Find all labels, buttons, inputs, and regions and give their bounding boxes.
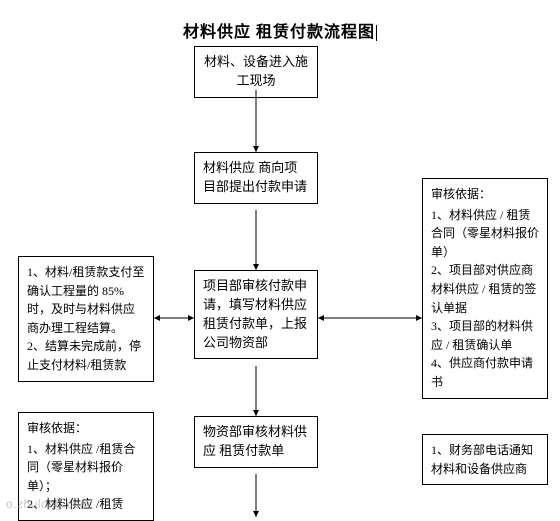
- node-text: 材料供应 商向项目部提出付款申请: [203, 160, 307, 194]
- side-item: 1、材料供应 /租赁合同（零星材料报价单）；: [27, 440, 145, 496]
- page-title: 材料供应 租赁付款流程图: [0, 18, 560, 42]
- side-item: 2、项目部对供应商材料供应 / 租赁的签认单据: [431, 261, 539, 317]
- side-item: 1、材料供应 / 租赁合同（零星材料报价单）: [431, 206, 539, 262]
- node-text: 项目部审核付款申请，填写材料供应 租赁付款单，上报公司物资部: [203, 278, 307, 350]
- side-item: 2、材料供应 /租赁: [27, 495, 145, 514]
- text-cursor: [376, 25, 377, 41]
- flow-node-dept-review: 物资部审核材料供应 租赁付款单: [194, 416, 318, 468]
- side-header: 审核依据：: [431, 185, 539, 204]
- side-item: 3、项目部的材料供应 / 租赁确认单: [431, 317, 539, 354]
- title-text: 材料供应 租赁付款流程图: [183, 24, 375, 41]
- side-header: 审核依据：: [27, 419, 145, 438]
- flow-node-entry: 材料、设备进入施工现场: [194, 46, 318, 98]
- side-item: 2、结算未完成前，停止支付材料/租赁款: [27, 337, 145, 374]
- side-note-left-2: 审核依据： 1、材料供应 /租赁合同（零星材料报价单）；2、材料供应 /租赁: [18, 412, 154, 521]
- side-item: 1、财务部电话通知材料和设备供应商: [431, 441, 539, 478]
- side-item: 1、材料/租赁款支付至确认工程量的 85%时，及时与材料供应商办理工程结算。: [27, 263, 145, 337]
- node-text: 材料、设备进入施工现场: [204, 54, 308, 88]
- side-note-right-1: 审核依据： 1、材料供应 / 租赁合同（零星材料报价单）2、项目部对供应商材料供应…: [422, 178, 548, 399]
- side-note-right-2: 1、财务部电话通知材料和设备供应商: [422, 434, 548, 485]
- side-item: 4、供应商付款申请书: [431, 354, 539, 391]
- side-note-left-1: 1、材料/租赁款支付至确认工程量的 85%时，及时与材料供应商办理工程结算。2、…: [18, 256, 154, 382]
- node-text: 物资部审核材料供应 租赁付款单: [203, 424, 307, 458]
- flow-node-project-review: 项目部审核付款申请，填写材料供应 租赁付款单，上报公司物资部: [194, 270, 318, 359]
- flow-node-apply: 材料供应 商向项目部提出付款申请: [194, 152, 318, 204]
